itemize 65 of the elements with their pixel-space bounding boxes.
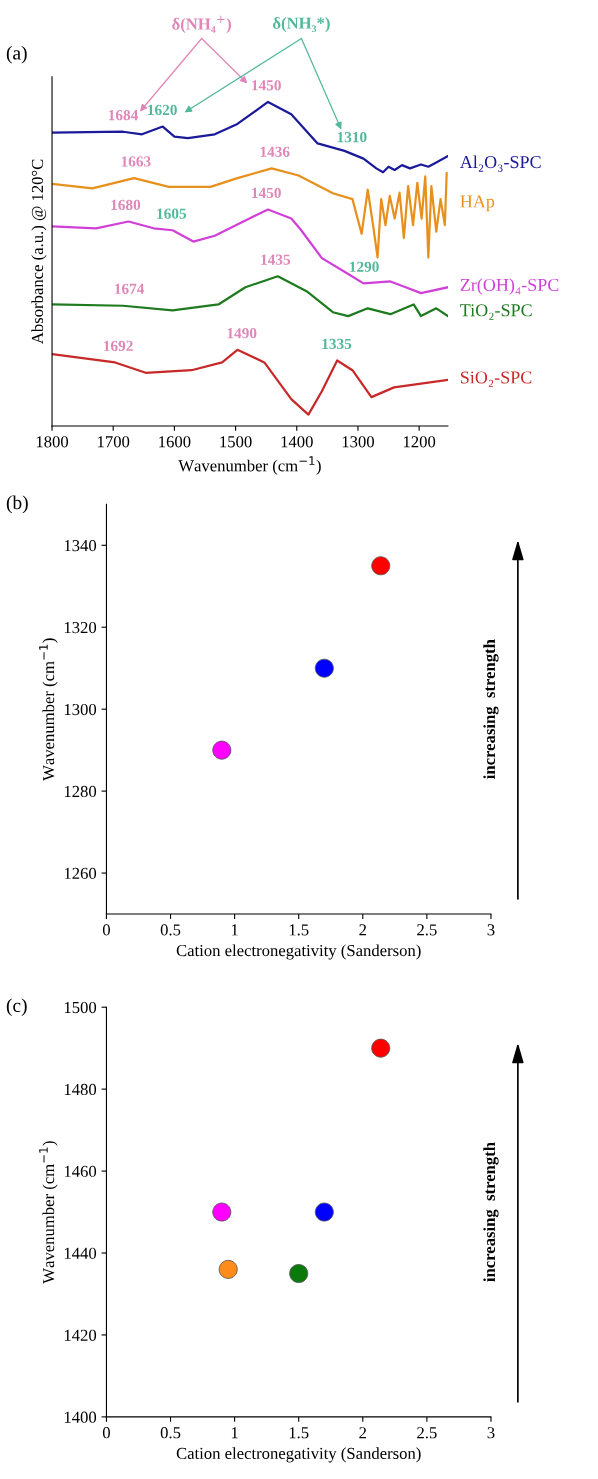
annotation: 1674 [115, 283, 145, 294]
y-axis-title: Wavenumber (cm$^{−1}$) [39, 1141, 58, 1284]
series-label: HAp [460, 195, 495, 212]
annotation: 1436 [260, 146, 290, 157]
chart-title: (a) [6, 45, 27, 64]
x-tick-label: 0.5 [160, 924, 181, 936]
series-label: SiO₂-SPC [460, 371, 532, 388]
x-tick-label: 2.5 [417, 924, 437, 936]
chart-title: (b) [6, 495, 28, 514]
x-tick-label: 1.5 [289, 1427, 309, 1439]
y-tick-label: 1260 [64, 867, 97, 879]
series-label: Zr(OH)₄-SPC [460, 278, 559, 295]
y-axis-title: Wavenumber (cm$^{−1}$) [39, 638, 58, 781]
annotation: 1450 [252, 80, 281, 91]
x-tick-label: 1.5 [289, 924, 309, 936]
annotation: 1450 [252, 187, 281, 199]
y-tick-label: 1400 [64, 1411, 97, 1423]
x-tick-label: 1300 [342, 436, 374, 448]
annotation: increasing strength [483, 639, 499, 779]
x-tick-label: 1200 [403, 436, 436, 448]
x-tick-label: 1 [231, 1427, 238, 1439]
x-tick-label: 3 [487, 924, 495, 936]
x-tick-label: 1600 [159, 436, 191, 448]
annotation: 1290 [350, 261, 379, 272]
text: δ(NH₄$^{+}$) [172, 15, 231, 34]
y-tick-label: 1340 [64, 540, 97, 552]
x-tick-label: 1 [231, 924, 238, 936]
annotation: 1310 [337, 132, 367, 143]
x-axis-title: Cation electronegativity (Sanderson) [176, 944, 421, 960]
y-tick-label: 1500 [64, 1001, 97, 1014]
x-axis-title: Cation electronegativity (Sanderson) [176, 1447, 421, 1463]
y-tick-label: 1320 [64, 621, 97, 634]
x-tick-label: 1700 [98, 436, 130, 448]
chart-title: (c) [6, 998, 27, 1017]
annotation: increasing strength [483, 1142, 499, 1282]
x-tick-label: 0 [102, 1427, 110, 1439]
x-tick-label: 2.5 [417, 1427, 437, 1439]
y-tick-label: 1420 [64, 1329, 97, 1341]
annotation: 1692 [104, 340, 133, 351]
y-tick-label: 1280 [64, 785, 97, 798]
annotation: 1620 [148, 104, 177, 116]
x-tick-label: 2 [359, 1427, 367, 1439]
x-tick-label: 0.5 [160, 1427, 181, 1439]
annotation: 1605 [157, 208, 187, 219]
y-axis-title: Absorbance (a.u.) @ 120°C [31, 159, 47, 344]
y-tick-label: 1480 [64, 1083, 97, 1096]
x-tick-label: 1400 [281, 436, 313, 448]
x-tick-label: 0 [102, 924, 110, 936]
annotation: 1490 [227, 328, 257, 339]
y-tick-label: 1300 [64, 703, 97, 716]
x-tick-label: 1500 [220, 436, 252, 448]
series-label: Al₂O₃-SPC [459, 155, 541, 172]
x-tick-label: 1800 [36, 436, 69, 448]
annotation: 1663 [121, 156, 151, 167]
annotation: 1335 [322, 338, 352, 350]
y-tick-label: 1440 [64, 1247, 97, 1259]
y-tick-label: 1460 [64, 1165, 97, 1178]
x-axis-title: Wavenumber (cm$^{−1}$) [178, 456, 321, 475]
x-tick-label: 2 [359, 924, 367, 936]
x-tick-label: 3 [487, 1427, 495, 1439]
text: δ(NH₃*) [273, 16, 330, 33]
series-label: TiO₂-SPC [460, 304, 532, 320]
annotation: 1684 [108, 109, 138, 121]
annotation: 1435 [261, 254, 291, 265]
annotation: 1680 [111, 199, 141, 211]
